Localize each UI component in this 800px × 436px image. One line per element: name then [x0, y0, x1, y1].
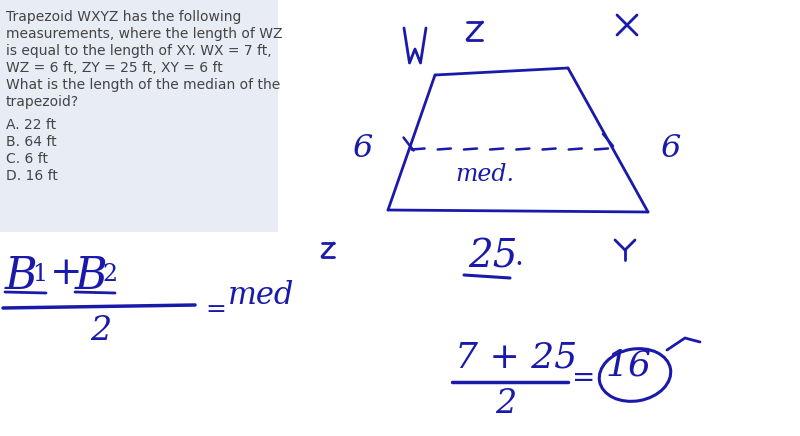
Text: WZ = 6 ft, ZY = 25 ft, XY = 6 ft: WZ = 6 ft, ZY = 25 ft, XY = 6 ft	[6, 61, 222, 75]
Text: Trapezoid WXYZ has the following: Trapezoid WXYZ has the following	[6, 10, 242, 24]
Text: med.: med.	[455, 163, 514, 186]
Text: 6: 6	[660, 133, 680, 164]
Text: C. 6 ft: C. 6 ft	[6, 152, 48, 166]
Text: B: B	[5, 255, 38, 298]
Text: measurements, where the length of WZ: measurements, where the length of WZ	[6, 27, 282, 41]
Text: 16: 16	[605, 348, 651, 382]
Text: is equal to the length of XY. WX = 7 ft,: is equal to the length of XY. WX = 7 ft,	[6, 44, 272, 58]
Text: 6: 6	[352, 133, 372, 164]
Text: =: =	[572, 365, 595, 392]
Text: .: .	[514, 244, 523, 271]
Text: 1: 1	[32, 263, 47, 286]
Text: A. 22 ft: A. 22 ft	[6, 118, 56, 132]
Text: 2: 2	[495, 388, 516, 420]
Text: D. 16 ft: D. 16 ft	[6, 169, 58, 183]
Text: 2: 2	[90, 315, 111, 347]
Text: 7 + 25: 7 + 25	[455, 340, 578, 374]
Text: med: med	[228, 280, 294, 311]
Text: +: +	[50, 255, 82, 292]
FancyBboxPatch shape	[0, 0, 278, 232]
Text: =: =	[205, 298, 226, 321]
Text: trapezoid?: trapezoid?	[6, 95, 79, 109]
Text: B: B	[75, 255, 108, 298]
Text: 25: 25	[468, 238, 518, 275]
Text: What is the length of the median of the: What is the length of the median of the	[6, 78, 280, 92]
Text: 2: 2	[102, 263, 117, 286]
Text: B. 64 ft: B. 64 ft	[6, 135, 57, 149]
